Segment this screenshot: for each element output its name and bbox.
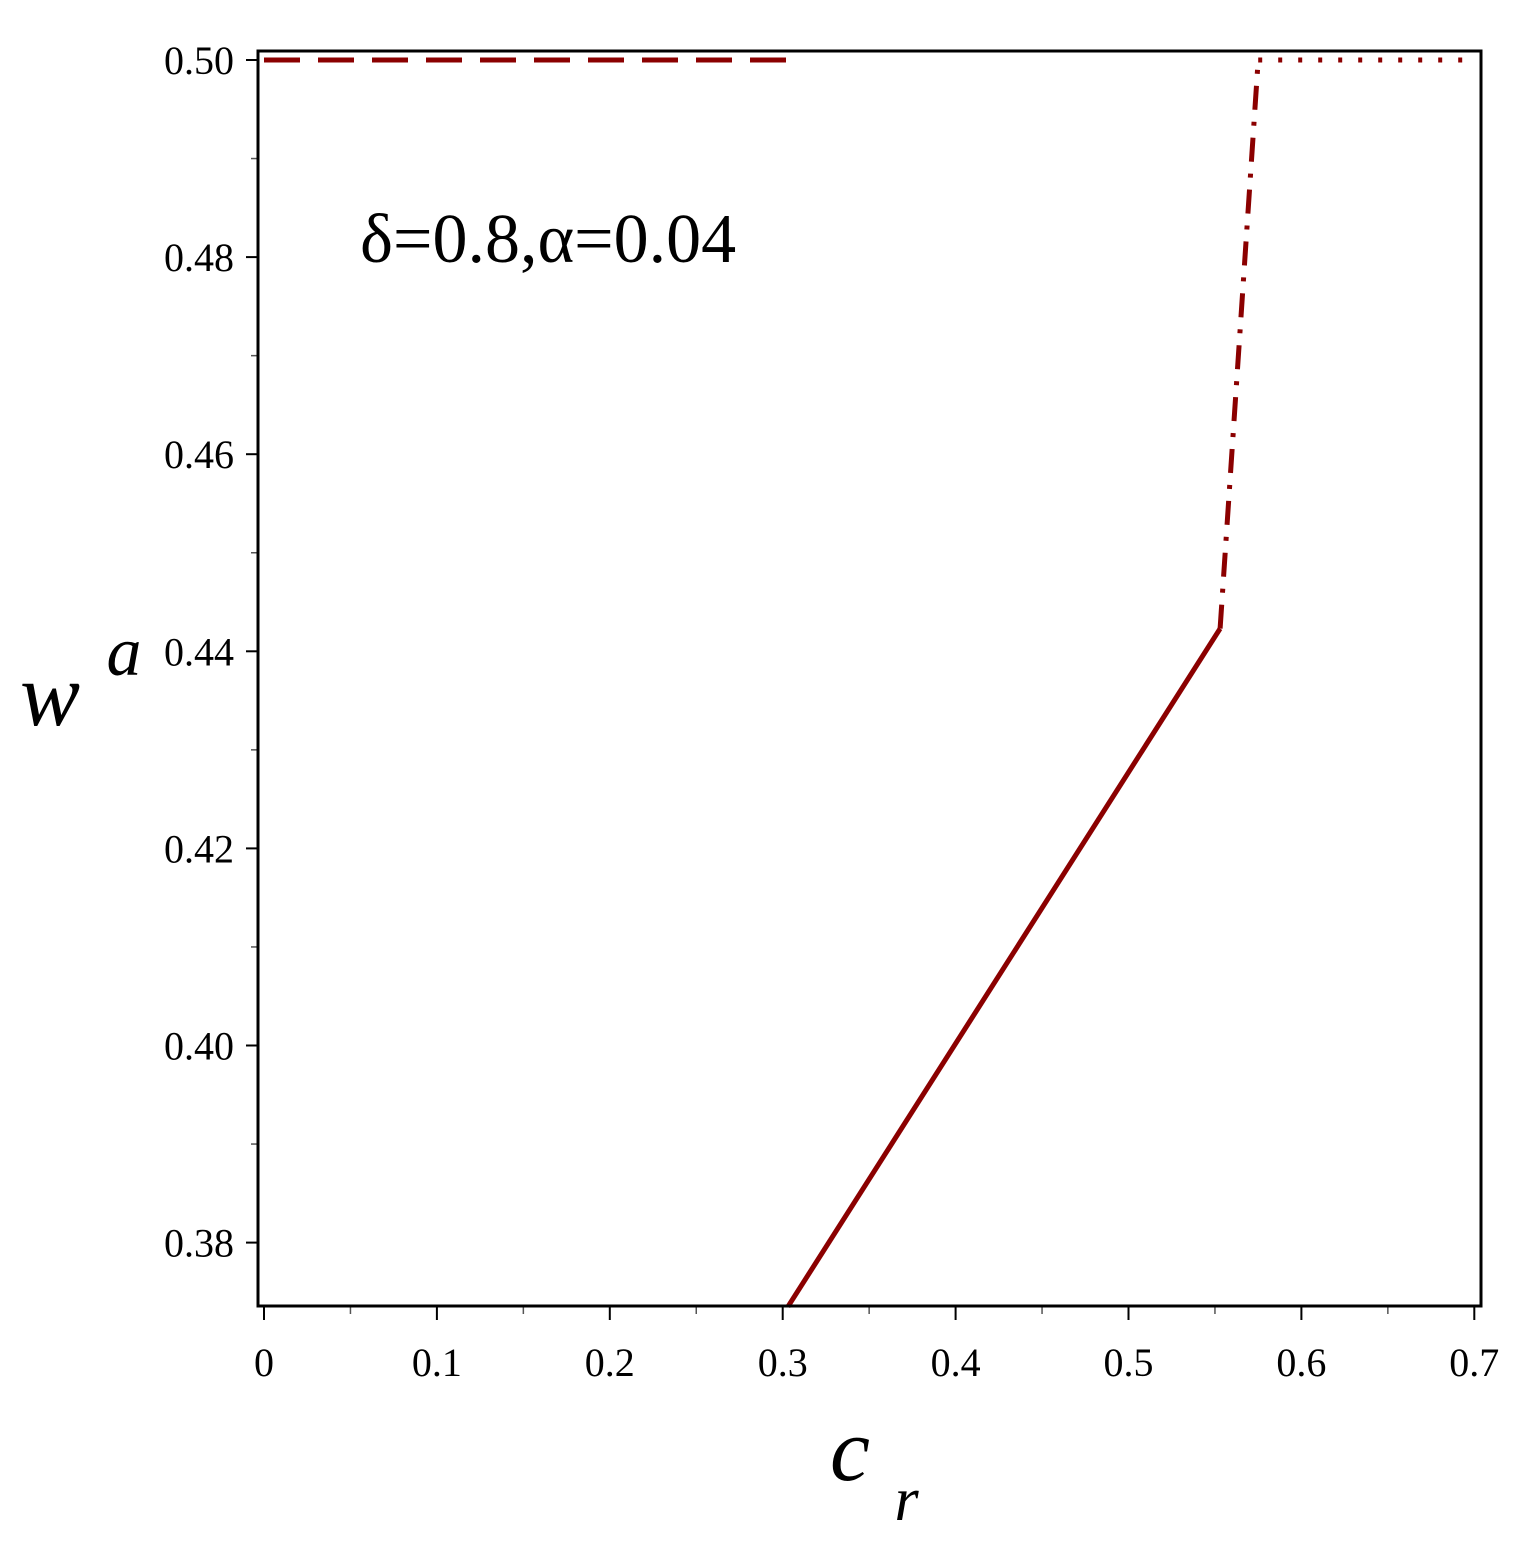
y-tick-label: 0.50 [164, 38, 234, 83]
x-tick-label: 0.7 [1449, 1340, 1499, 1385]
x-tick-label: 0.5 [1104, 1340, 1154, 1385]
parameter-annotation: δ=0.8,α=0.04 [360, 201, 736, 278]
x-tick-label: 0.3 [758, 1340, 808, 1385]
x-tick-label: 0 [254, 1340, 274, 1385]
y-axis: 0.38 0.40 0.42 0.44 0.46 0.48 0.50 [164, 38, 258, 1266]
plot-frame [256, 49, 1483, 1308]
y-axis-title-base: w [20, 646, 80, 745]
y-axis-title-superscript: a [107, 614, 142, 691]
series-line-dashdot [1217, 59, 1261, 629]
x-tick-label: 0.6 [1276, 1340, 1326, 1385]
x-axis-title-base: c [830, 1401, 870, 1500]
y-tick-label: 0.38 [164, 1221, 234, 1266]
x-axis-title: c r [830, 1401, 919, 1534]
y-tick-label: 0.46 [164, 432, 234, 477]
series-line-solid [785, 627, 1223, 1309]
x-axis-title-subscript: r [894, 1466, 919, 1534]
y-tick-label: 0.44 [164, 629, 234, 674]
x-axis: 0 0.1 0.2 0.3 0.4 0.5 0.6 0.7 [254, 1306, 1499, 1385]
y-tick-label: 0.48 [164, 235, 234, 280]
x-tick-label: 0.1 [412, 1340, 462, 1385]
y-tick-label: 0.42 [164, 826, 234, 871]
plot-marks [264, 57, 1475, 1309]
y-tick-label: 0.40 [164, 1024, 234, 1069]
x-tick-label: 0.4 [931, 1340, 981, 1385]
x-tick-label: 0.2 [585, 1340, 635, 1385]
y-axis-title: w a [20, 614, 142, 745]
